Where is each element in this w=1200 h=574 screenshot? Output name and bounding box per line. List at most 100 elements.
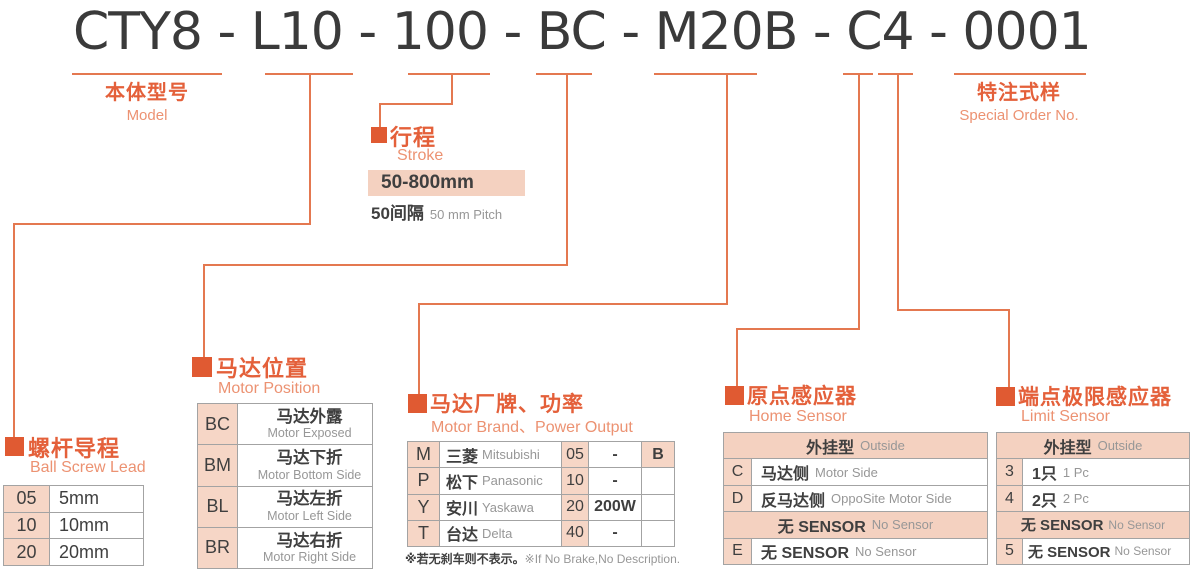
position-code: BL: [198, 486, 238, 527]
limit-code: 5: [997, 538, 1023, 565]
underline-bc: [536, 73, 592, 75]
lead-value: 5mm: [59, 488, 99, 509]
table-group-header: 无 SENSOR No Sensor: [997, 512, 1189, 539]
model-code-title: CTY8 - L10 - 100 - BC - M20B - C4 - 0001: [73, 2, 1092, 62]
table-row: 10 10mm: [4, 512, 143, 540]
ball-screw-lead-title-en: Ball Screw Lead: [30, 459, 146, 476]
position-zh: 马达左折: [276, 490, 343, 509]
callout-special-order-en: Special Order No.: [959, 107, 1079, 124]
power-code: 20: [562, 494, 589, 520]
stroke-bullet-icon: [371, 127, 387, 143]
motor-position-bullet-icon: [192, 357, 212, 377]
home-code: E: [724, 538, 752, 565]
connector-c-h: [736, 328, 860, 330]
connector-bc-v2: [203, 264, 205, 360]
connector-bc-v1: [566, 73, 568, 266]
position-en: Motor Exposed: [267, 426, 352, 441]
position-zh: 马达外露: [276, 407, 343, 426]
underline-cty8: [72, 73, 222, 75]
position-zh: 马达下折: [276, 449, 343, 468]
motor-brand-note-en: ※If No Brake,No Description.: [524, 552, 681, 566]
motor-brand-table: M 三菱 Mitsubishi 05 - B P 松下 Panasonic 10 -…: [407, 441, 675, 547]
brand-code: T: [408, 520, 440, 546]
home-nosensor-en: No Sensor: [871, 517, 934, 533]
position-code: BC: [198, 404, 238, 445]
power-code: 10: [562, 468, 589, 494]
limit-sensor-bullet-icon: [996, 387, 1015, 406]
limit-nosensor-en: No Sensor: [1108, 517, 1166, 532]
position-en: Motor Right Side: [262, 550, 357, 565]
limit-sensor-title-zh: 端点极限感应器: [1018, 386, 1172, 409]
underline-0001: [954, 73, 1086, 75]
motor-position-table: BC 马达外露 Motor Exposed BM 马达下折 Motor Bott…: [197, 403, 373, 569]
table-row: 4 2只 2 Pc: [997, 485, 1189, 513]
table-group-header: 外挂型 Outside: [997, 433, 1189, 460]
home-en: Motor Side: [815, 464, 878, 480]
underline-m20b: [654, 73, 757, 75]
position-code: BM: [198, 445, 238, 486]
table-row: 5 无 SENSOR No Sensor: [997, 538, 1189, 565]
brand-zh: 安川: [446, 501, 479, 519]
limit-code: 3: [997, 459, 1023, 485]
stroke-pitch-zh: 50间隔: [371, 204, 424, 223]
home-zh: 反马达侧: [761, 492, 826, 510]
limit-sensor-table: 外挂型 Outside 3 1只 1 Pc 4 2只 2 Pc 无 SENSOR No …: [996, 432, 1190, 565]
brand-zh: 三菱: [446, 448, 479, 466]
position-zh: 马达右折: [276, 531, 343, 550]
lead-value: 10mm: [59, 515, 110, 535]
home-outside-en: Outside: [860, 438, 905, 454]
connector-l10-v2: [13, 223, 15, 439]
brand-zh: 台达: [446, 527, 479, 545]
table-row: BL 马达左折 Motor Left Side: [198, 486, 372, 528]
limit-outside-en: Outside: [1097, 438, 1143, 454]
brand-zh: 松下: [446, 474, 479, 492]
table-row: Y 安川 Yaskawa 20 200W: [408, 494, 674, 521]
table-row: BM 马达下折 Motor Bottom Side: [198, 445, 372, 487]
connector-l10-v1: [309, 73, 311, 225]
connector-100-v1: [451, 73, 453, 105]
brand-en: Yaskawa: [482, 499, 534, 515]
brand-code: M: [408, 442, 440, 468]
table-row: M 三菱 Mitsubishi 05 - B: [408, 442, 674, 469]
connector-4-h: [897, 309, 1010, 311]
home-zh: 马达侧: [761, 466, 810, 484]
power-value: -: [612, 471, 618, 489]
home-sensor-title-zh: 原点感应器: [747, 385, 857, 408]
home-en: OppoSite Motor Side: [831, 491, 952, 507]
callout-model-zh: 本体型号: [105, 82, 189, 104]
home-zh: 无 SENSOR: [761, 545, 850, 563]
lead-code: 20: [4, 539, 50, 566]
power-value: 200W: [594, 498, 636, 516]
home-outside-zh: 外挂型: [806, 439, 855, 457]
home-sensor-title-en: Home Sensor: [749, 408, 847, 425]
limit-en: 2 Pc: [1062, 491, 1089, 507]
connector-l10-h: [13, 223, 311, 225]
limit-sensor-title-en: Limit Sensor: [1021, 408, 1110, 425]
table-row: C 马达侧 Motor Side: [724, 459, 987, 486]
home-sensor-table: 外挂型 Outside C 马达侧 Motor Side D 反马达侧 OppoSit…: [723, 432, 988, 565]
ball-screw-lead-bullet-icon: [5, 437, 24, 456]
motor-brand-note-zh: ※若无刹车则不表示。: [405, 552, 525, 566]
table-row: P 松下 Panasonic 10 -: [408, 468, 674, 495]
motor-brand-title-en: Motor Brand、Power Output: [431, 419, 633, 436]
ball-screw-lead-table: 05 5mm 10 10mm 20 20mm: [3, 485, 144, 566]
limit-en: No Sensor: [1114, 544, 1172, 559]
home-sensor-bullet-icon: [725, 386, 744, 405]
power-code: 05: [562, 442, 589, 468]
motor-position-title-zh: 马达位置: [216, 356, 309, 381]
limit-nosensor-zh: 无 SENSOR: [1020, 517, 1104, 535]
power-value: -: [612, 524, 618, 542]
underline-100: [408, 73, 490, 75]
connector-bc-h: [203, 264, 568, 266]
stroke-title-zh: 行程: [390, 125, 437, 150]
callout-model: 本体型号 Model: [72, 82, 222, 124]
brand-code: P: [408, 468, 440, 494]
brand-code: Y: [408, 494, 440, 520]
callout-model-en: Model: [126, 107, 168, 124]
table-row: 3 1只 1 Pc: [997, 459, 1189, 486]
table-row: D 反马达侧 OppoSite Motor Side: [724, 485, 987, 513]
motor-position-title-en: Motor Position: [218, 380, 321, 397]
connector-4-v2: [1008, 309, 1010, 389]
power-value: -: [612, 445, 618, 463]
